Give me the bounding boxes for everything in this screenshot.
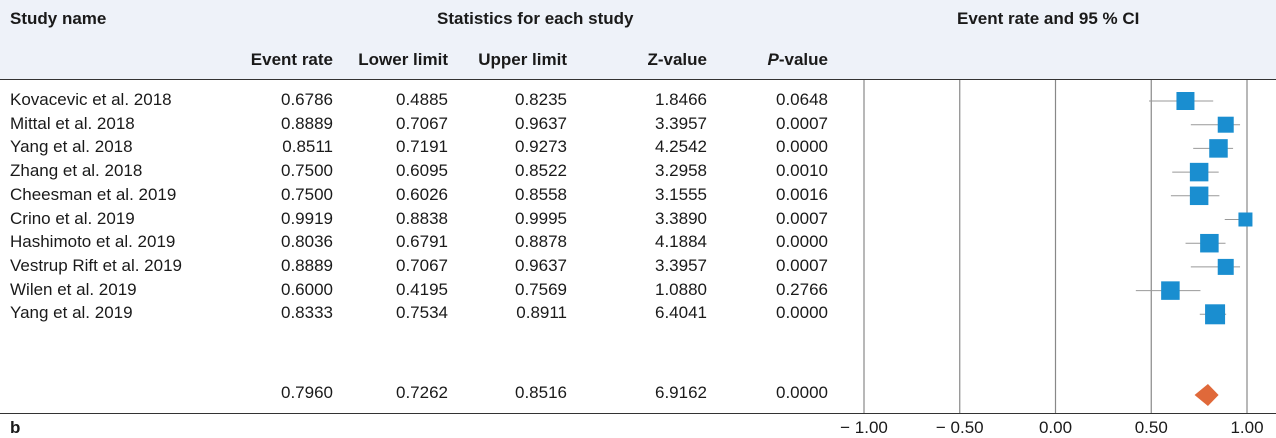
study-event-rate-cell: 0.8889 (281, 255, 333, 275)
study-event-rate-cell: 0.7500 (281, 161, 333, 181)
lower-limit-header: Lower limit (358, 50, 448, 69)
bottom-rule (0, 413, 1276, 414)
x-tick-label: 0.50 (1135, 418, 1168, 437)
z-value-header: Z-value (647, 50, 707, 69)
study-lower-limit-cell: 0.7067 (396, 113, 448, 133)
study-lower-limit-cell: 0.6095 (396, 161, 448, 181)
study-lower-limit-cell: 0.8838 (396, 208, 448, 228)
study-z-value-cell: 4.2542 (655, 137, 707, 157)
study-upper-limit-cell: 0.8522 (515, 161, 567, 181)
study-marker (1217, 258, 1234, 275)
study-p-value-cell: 0.0016 (776, 184, 828, 204)
study-name-cell: Kovacevic et al. 2018 (10, 90, 172, 109)
study-p-value-cell: 0.0000 (776, 232, 828, 252)
study-event-rate-cell: 0.6000 (281, 279, 333, 299)
study-z-value-cell: 6.4041 (655, 303, 707, 323)
header-rule (0, 79, 1276, 80)
panel-label: b (10, 418, 21, 437)
study-z-value-cell: 4.1884 (655, 232, 707, 252)
study-upper-limit-cell: 0.9637 (515, 255, 567, 275)
study-upper-limit-cell: 0.8558 (515, 184, 567, 204)
study-lower-limit-cell: 0.7191 (396, 137, 448, 157)
study-event-rate-cell: 0.8511 (282, 137, 333, 157)
study-name-cell: Cheesman et al. 2019 (10, 184, 177, 204)
study-name-cell: Hashimoto et al. 2019 (10, 232, 176, 252)
summary-z-value-cell: 6.9162 (655, 383, 707, 402)
study-marker (1176, 92, 1195, 110)
study-name-header: Study name (10, 9, 107, 28)
study-upper-limit-cell: 0.9995 (515, 208, 567, 228)
study-event-rate-cell: 0.7500 (281, 184, 333, 204)
study-marker (1161, 281, 1180, 300)
study-marker (1189, 162, 1209, 182)
study-name-cell: Zhang et al. 2018 (10, 161, 143, 181)
study-lower-limit-cell: 0.4195 (396, 279, 448, 299)
study-upper-limit-cell: 0.8911 (516, 303, 567, 323)
study-upper-limit-cell: 0.8235 (515, 90, 567, 109)
study-p-value-cell: 0.0007 (776, 255, 828, 275)
study-marker (1217, 116, 1234, 133)
summary-upper-limit-cell: 0.8516 (515, 383, 567, 402)
study-p-value-cell: 0.0000 (776, 303, 828, 323)
p-value-header-italic: P (767, 50, 779, 69)
study-lower-limit-cell: 0.7067 (396, 255, 448, 275)
study-p-value-cell: 0.0000 (776, 137, 828, 157)
study-lower-limit-cell: 0.6026 (396, 184, 448, 204)
p-value-header-suffix: -value (778, 50, 828, 69)
study-marker (1200, 233, 1219, 253)
study-upper-limit-cell: 0.9273 (515, 137, 567, 157)
study-lower-limit-cell: 0.7534 (396, 303, 448, 323)
x-tick-label: 0.00 (1039, 418, 1072, 437)
study-upper-limit-cell: 0.9637 (515, 113, 567, 133)
study-upper-limit-cell: 0.7569 (515, 279, 567, 299)
study-marker (1238, 212, 1253, 227)
upper-limit-header: Upper limit (478, 50, 567, 69)
event-rate-header: Event rate (250, 50, 333, 69)
study-event-rate-cell: 0.6786 (281, 90, 333, 109)
study-p-value-cell: 0.0007 (776, 113, 828, 133)
study-name-cell: Vestrup Rift et al. 2019 (10, 255, 182, 275)
study-lower-limit-cell: 0.6791 (396, 232, 448, 252)
forest-header: Event rate and 95 % CI (957, 9, 1140, 28)
study-z-value-cell: 3.2958 (655, 161, 707, 181)
study-name-cell: Yang et al. 2019 (10, 303, 133, 323)
study-marker (1205, 304, 1226, 325)
study-marker (1189, 186, 1209, 206)
study-z-value-cell: 1.8466 (655, 90, 707, 109)
study-z-value-cell: 3.3890 (655, 208, 707, 228)
study-p-value-cell: 0.2766 (776, 279, 828, 299)
study-z-value-cell: 1.0880 (655, 279, 707, 299)
study-z-value-cell: 3.1555 (655, 184, 707, 204)
study-lower-limit-cell: 0.4885 (396, 90, 448, 109)
summary-p-value-cell: 0.0000 (776, 383, 828, 402)
study-p-value-cell: 0.0007 (776, 208, 828, 228)
study-p-value-cell: 0.0010 (776, 161, 828, 181)
study-marker (1209, 139, 1228, 158)
summary-lower-limit-cell: 0.7262 (396, 383, 448, 402)
x-tick-label: − 1.00 (840, 418, 888, 437)
header-band (0, 0, 1276, 80)
study-event-rate-cell: 0.8889 (281, 113, 333, 133)
study-z-value-cell: 3.3957 (655, 255, 707, 275)
study-name-cell: Yang et al. 2018 (10, 137, 133, 157)
study-event-rate-cell: 0.8333 (281, 303, 333, 323)
study-upper-limit-cell: 0.8878 (515, 232, 567, 252)
x-tick-label: 1.00 (1230, 418, 1263, 437)
summary-diamond (1194, 384, 1219, 406)
study-name-cell: Crino et al. 2019 (10, 208, 135, 228)
statistics-header: Statistics for each study (437, 9, 634, 28)
study-event-rate-cell: 0.8036 (281, 232, 333, 252)
study-event-rate-cell: 0.9919 (281, 208, 333, 228)
x-tick-label: − 0.50 (936, 418, 984, 437)
summary-event-rate-cell: 0.7960 (281, 383, 333, 402)
study-p-value-cell: 0.0648 (776, 90, 828, 109)
p-value-header: P-value (768, 50, 828, 70)
study-z-value-cell: 3.3957 (655, 113, 707, 133)
study-name-cell: Mittal et al. 2018 (10, 113, 135, 133)
study-name-cell: Wilen et al. 2019 (10, 279, 137, 299)
